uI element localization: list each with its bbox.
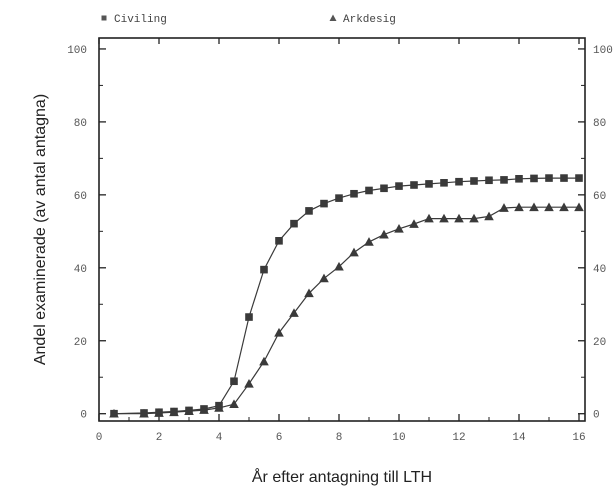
data-point-marker	[245, 313, 253, 321]
x-tick-label: 10	[392, 432, 405, 444]
data-point-marker	[259, 356, 269, 366]
data-point-marker	[305, 207, 313, 215]
data-point-marker	[109, 408, 119, 418]
data-point-marker	[499, 203, 509, 212]
y-tick-label: 100	[67, 45, 87, 57]
data-point-marker	[274, 327, 284, 337]
legend-label: Civiling	[114, 14, 167, 26]
y-right-tick-label: 0	[593, 410, 600, 422]
data-point-marker	[454, 213, 464, 223]
x-tick-label: 0	[96, 432, 103, 444]
data-point-marker	[469, 213, 479, 223]
x-axis-title: År efter antagning till LTH	[252, 467, 432, 486]
y-tick-label: 80	[74, 118, 87, 130]
data-point-marker	[350, 189, 358, 198]
data-point-marker	[470, 177, 478, 185]
data-point-marker	[380, 184, 388, 193]
y-right-tick-label: 40	[593, 264, 606, 276]
x-tick-label: 8	[336, 432, 343, 444]
legend-marker	[329, 14, 337, 21]
data-point-marker	[424, 213, 434, 223]
x-tick-label: 16	[572, 432, 585, 444]
data-point-marker	[545, 174, 553, 182]
data-point-marker	[439, 213, 449, 223]
data-point-marker	[574, 202, 584, 212]
legend-label: Arkdesig	[343, 14, 396, 26]
data-point-marker	[455, 177, 463, 186]
data-point-marker	[440, 179, 448, 187]
x-tick-label: 4	[216, 432, 223, 444]
series-arkdesig	[109, 202, 584, 418]
y-tick-label: 0	[80, 410, 87, 422]
data-point-marker	[229, 399, 239, 409]
data-point-marker	[289, 308, 299, 317]
data-point-marker	[395, 182, 403, 190]
plot-area-frame	[98, 37, 586, 422]
data-point-marker	[484, 211, 494, 221]
data-point-marker	[530, 174, 538, 183]
data-point-marker	[544, 202, 554, 212]
y-tick-label: 40	[74, 264, 87, 276]
data-point-marker	[410, 181, 418, 189]
data-point-marker	[379, 229, 389, 239]
data-point-marker	[559, 202, 569, 212]
y-tick-label: 60	[74, 191, 87, 203]
data-point-marker	[515, 174, 523, 183]
data-point-marker	[169, 407, 179, 417]
y-right-tick-label: 80	[593, 118, 606, 130]
y-right-tick-label: 60	[593, 191, 606, 203]
data-point-marker	[500, 176, 508, 184]
data-point-marker	[364, 237, 374, 246]
x-tick-label: 2	[156, 432, 163, 444]
y-right-tick-label: 20	[593, 337, 606, 349]
data-point-marker	[514, 202, 524, 212]
data-point-marker	[244, 378, 254, 388]
legend: Civiling Arkdesig	[101, 14, 396, 26]
data-point-marker	[139, 408, 149, 418]
series-civiling	[110, 174, 583, 418]
data-point-marker	[425, 180, 433, 188]
data-point-marker	[394, 223, 404, 233]
data-point-marker	[409, 219, 419, 228]
data-point-marker	[275, 237, 283, 245]
data-point-marker	[199, 405, 209, 414]
data-point-marker	[485, 176, 493, 185]
data-point-marker	[154, 408, 164, 417]
legend-item-civiling: Civiling	[101, 14, 167, 26]
y-axis-left: 0 20 40 60 80 100	[67, 45, 585, 422]
data-point-marker	[319, 273, 329, 283]
data-point-marker	[260, 265, 268, 274]
data-point-marker	[529, 202, 539, 212]
x-axis: 0 2 4 6 8 10 12 14 16	[96, 38, 586, 444]
y-axis-title: Andel examinerade (av antal antagna)	[32, 94, 49, 365]
y-right-tick-label: 100	[593, 45, 613, 57]
data-point-marker	[365, 186, 373, 195]
x-tick-label: 6	[276, 432, 283, 444]
data-point-marker	[214, 403, 224, 412]
data-point-marker	[334, 261, 344, 271]
x-tick-label: 14	[512, 432, 526, 444]
series-line	[113, 177, 579, 415]
data-point-marker	[184, 406, 194, 415]
data-point-marker	[290, 219, 298, 228]
y-axis-right: 0 20 40 60 80 100	[578, 45, 613, 422]
data-point-marker	[349, 247, 359, 257]
legend-marker	[101, 15, 107, 21]
data-point-marker	[560, 174, 568, 182]
series-line	[114, 206, 579, 415]
data-point-marker	[304, 288, 314, 298]
legend-item-arkdesig: Arkdesig	[329, 14, 396, 26]
data-point-marker	[575, 174, 583, 182]
data-point-marker	[230, 377, 238, 386]
y-tick-label: 20	[74, 337, 87, 349]
data-point-marker	[320, 199, 328, 208]
series-layer	[109, 174, 584, 418]
data-point-marker	[335, 194, 343, 202]
x-tick-label: 12	[452, 432, 465, 444]
